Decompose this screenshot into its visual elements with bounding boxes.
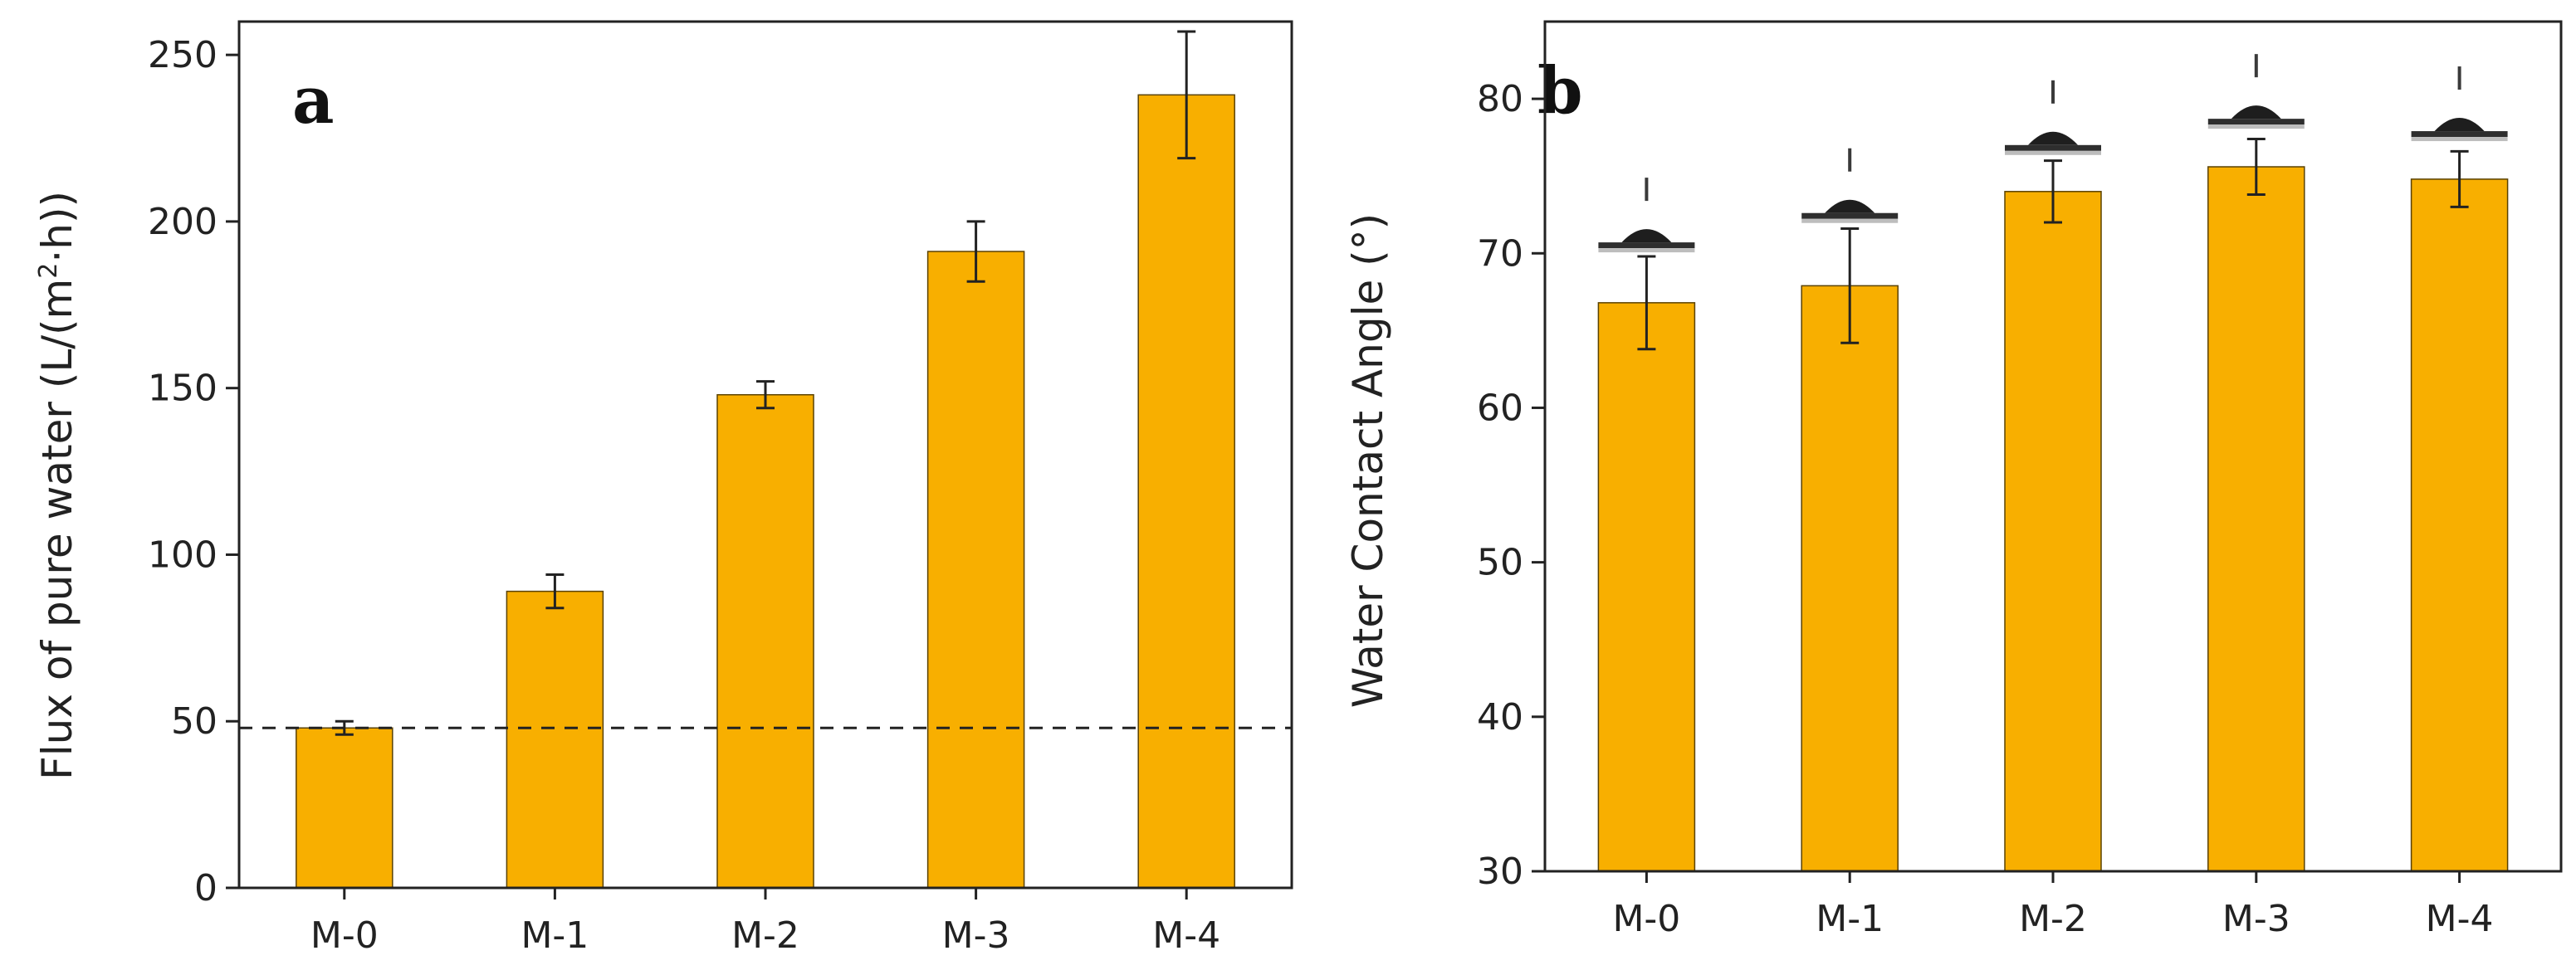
droplet-image-m-2 [2005,80,2101,155]
droplet [2434,118,2485,132]
droplet-image-m-4 [2411,66,2508,142]
panel-a-y-tick-label: 150 [148,368,218,410]
panel-a: a Flux of pure water (L/(m2·h)) 0 50 100 15… [33,20,1293,957]
panel-a-bar-m-2 [716,393,814,889]
panel-a-y-tick-label: 0 [194,867,218,909]
panel-a-bar-m-3 [926,251,1025,889]
panel-a-x-tick-label: M-4 [1152,914,1220,957]
droplet-substrate [2207,119,2305,125]
droplet [2028,131,2078,145]
panel-a-y-tick-label: 100 [148,534,218,576]
droplet-substrate [1801,212,1899,219]
droplet [2231,105,2281,119]
panel-a-y-tick-label: 200 [148,201,218,243]
droplet-reflection [1598,248,1695,253]
panel-a-x-tick-label: M-2 [731,914,799,957]
panel-b-bar-m-2 [2004,191,2102,872]
panel-b-x-tick-label: M-1 [1816,898,1884,940]
droplet-reflection [2411,137,2508,142]
droplet [1825,199,1875,213]
panel-a-x-tick-label: M-3 [942,914,1010,957]
panel-b-x-tick-label: M-3 [2222,898,2290,940]
droplet-image-m-0 [1598,178,1695,253]
panel-b: b Water Contact Angle (°) 304050607080M-… [1344,20,2563,940]
panel-b-bar-m-1 [1801,285,1899,872]
panel-b-y-axis-title: Water Contact Angle (°) [1344,213,1392,708]
panel-b-y-tick-label: 70 [1477,232,1523,275]
panel-b-y-tick-label: 80 [1477,78,1523,120]
droplet-substrate [2005,144,2101,151]
panel-a-bar-m-1 [506,590,604,889]
panel-b-x-tick-label: M-0 [1612,898,1680,940]
panel-b-x-tick-label: M-2 [2019,898,2087,940]
droplet-substrate [2411,131,2508,138]
panel-a-y-tick-label: 50 [171,700,218,743]
droplet-reflection [1801,218,1899,223]
panel-b-bar-m-3 [2207,166,2305,872]
panel-a-x-tick-label: M-0 [310,914,379,957]
droplet-reflection [2005,150,2101,155]
droplet-substrate [1598,242,1695,249]
panel-a-bar-m-0 [296,727,393,889]
panel-a-bar-m-4 [1137,94,1235,889]
panel-a-y-axis-title: Flux of pure water (L/(m2·h)) [33,191,81,780]
panel-b-y-tick-label: 50 [1477,542,1523,584]
panel-b-plot-frame [1543,20,2563,873]
droplet [1621,229,1672,243]
droplet-image-m-3 [2207,54,2305,129]
droplet-image-m-1 [1801,148,1899,223]
panel-b-y-tick-label: 40 [1477,696,1523,739]
panel-b-bar-m-4 [2410,178,2509,872]
panel-a-x-tick-label: M-1 [521,914,589,957]
droplet-reflection [2207,124,2305,129]
panel-a-y-tick-label: 250 [148,34,218,76]
panel-a-plot-frame [237,20,1293,890]
panel-b-y-tick-label: 30 [1477,851,1523,893]
panel-a-letter: a [292,63,335,139]
panel-b-y-tick-label: 60 [1477,387,1523,429]
panel-b-x-tick-label: M-4 [2426,898,2494,940]
panel-b-bar-m-0 [1597,302,1696,872]
